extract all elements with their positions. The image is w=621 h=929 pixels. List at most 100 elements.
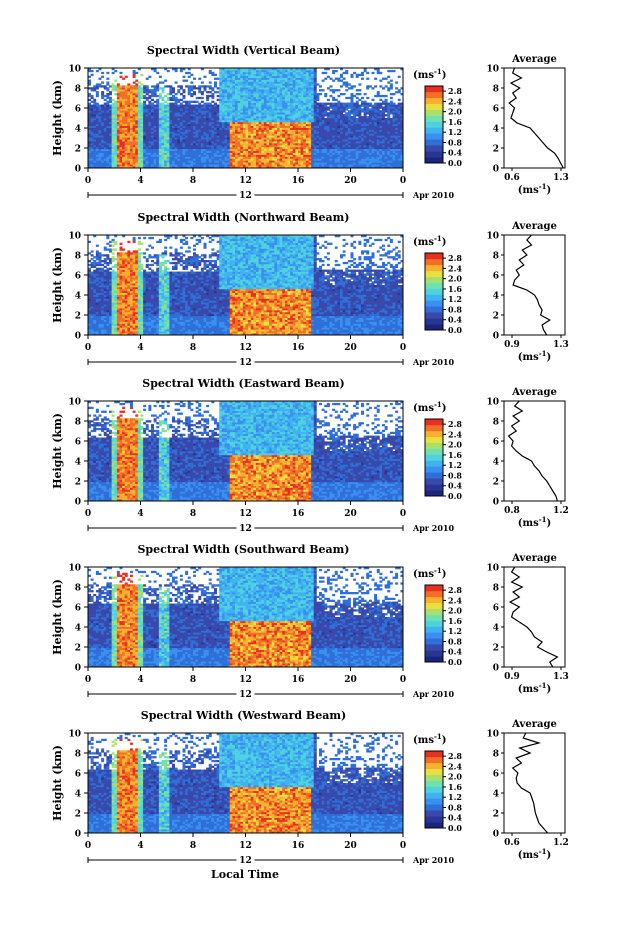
- heatmap-cell: [311, 116, 314, 118]
- heatmap-cell: [162, 97, 165, 99]
- heatmap-cell: [133, 128, 136, 130]
- heatmap-cell: [211, 116, 214, 118]
- heatmap-cell: [248, 141, 251, 143]
- heatmap-cell: [298, 91, 301, 93]
- heatmap-cell: [274, 147, 277, 149]
- heatmap-cell: [138, 147, 141, 149]
- heatmap-cell: [230, 116, 233, 118]
- heatmap-cell: [288, 72, 291, 74]
- heatmap-cell: [374, 110, 377, 112]
- heatmap-cell: [198, 91, 201, 93]
- heatmap-cell: [138, 81, 141, 83]
- heatmap-cell: [130, 141, 133, 143]
- heatmap-cell: [303, 72, 306, 74]
- heatmap-cell: [306, 141, 309, 143]
- heatmap-cell: [332, 72, 335, 74]
- heatmap-cell: [112, 116, 115, 118]
- heatmap-cell: [288, 128, 291, 130]
- heatmap-cell: [246, 147, 249, 149]
- heatmap-cell: [356, 110, 359, 112]
- heatmap-cell: [259, 103, 262, 105]
- heatmap-cell: [269, 153, 272, 155]
- heatmap-cell: [125, 85, 128, 87]
- heatmap-cell: [196, 147, 199, 149]
- heatmap-cell: [180, 147, 183, 149]
- heatmap-cell: [214, 81, 217, 83]
- heatmap-cell: [301, 122, 304, 124]
- heatmap-cell: [295, 141, 298, 143]
- heatmap-cell: [109, 160, 112, 162]
- heatmap-cell: [274, 72, 277, 74]
- heatmap-cell: [214, 141, 217, 143]
- heatmap-cell: [225, 153, 228, 155]
- heatmap-cell: [169, 110, 172, 112]
- heatmap-cell: [311, 153, 314, 155]
- heatmap-cell: [272, 122, 275, 124]
- heatmap-cell: [219, 122, 222, 124]
- heatmap-cell: [351, 160, 354, 162]
- heatmap-cell: [156, 72, 159, 74]
- heatmap-cell: [358, 83, 361, 85]
- heatmap-cell: [201, 81, 204, 83]
- heatmap-cell: [114, 153, 117, 155]
- heatmap-cell: [248, 78, 251, 80]
- heatmap-cell: [135, 147, 138, 149]
- heatmap-cell: [372, 147, 375, 149]
- heatmap-cell: [146, 91, 149, 93]
- heatmap-cell: [201, 128, 204, 130]
- heatmap-cell: [303, 91, 306, 93]
- heatmap-cell: [177, 85, 180, 87]
- heatmap-cell: [269, 141, 272, 143]
- heatmap-cell: [96, 103, 99, 105]
- heatmap-cell: [211, 87, 214, 89]
- heatmap-cell: [117, 85, 120, 87]
- heatmap-cell: [167, 103, 170, 105]
- heatmap-cell: [327, 87, 330, 89]
- heatmap-cell: [253, 72, 256, 74]
- heatmap-cell: [143, 116, 146, 118]
- heatmap-cell: [156, 122, 159, 124]
- heatmap-cell: [164, 153, 167, 155]
- heatmap-cell: [96, 83, 99, 85]
- heatmap-cell: [162, 87, 165, 89]
- heatmap-cell: [382, 116, 385, 118]
- heatmap-cell: [159, 128, 162, 130]
- heatmap-cell: [101, 85, 104, 87]
- heatmap-cell: [225, 91, 228, 93]
- heatmap-cell: [206, 122, 209, 124]
- heatmap-cell: [277, 153, 280, 155]
- heatmap-cell: [93, 85, 96, 87]
- heatmap-cell: [356, 153, 359, 155]
- heatmap-cell: [196, 101, 199, 103]
- heatmap-cell: [301, 78, 304, 80]
- heatmap-cell: [330, 116, 333, 118]
- heatmap-cell: [230, 103, 233, 105]
- heatmap-cell: [154, 101, 157, 103]
- heatmap-cell: [193, 128, 196, 130]
- heatmap-cell: [138, 160, 141, 162]
- heatmap-cell: [269, 128, 272, 130]
- heatmap-cell: [114, 103, 117, 105]
- heatmap-cell: [172, 147, 175, 149]
- heatmap-cell: [337, 141, 340, 143]
- heatmap-cell: [125, 76, 128, 78]
- heatmap-cell: [374, 160, 377, 162]
- heatmap-cell: [264, 153, 267, 155]
- heatmap-cell: [232, 85, 235, 87]
- heatmap-cell: [374, 147, 377, 149]
- heatmap-cell: [385, 160, 388, 162]
- heatmap-cell: [120, 91, 123, 93]
- heatmap-cell: [282, 72, 285, 74]
- heatmap-cell: [120, 122, 123, 124]
- heatmap-cell: [193, 141, 196, 143]
- heatmap-cell: [238, 141, 241, 143]
- heatmap-cell: [306, 97, 309, 99]
- heatmap-cell: [253, 103, 256, 105]
- heatmap-cell: [348, 83, 351, 85]
- heatmap-cell: [243, 135, 246, 137]
- heatmap-cell: [206, 147, 209, 149]
- heatmap-cell: [364, 101, 367, 103]
- heatmap-cell: [353, 116, 356, 118]
- heatmap-cell: [356, 93, 359, 95]
- heatmap-cell: [351, 122, 354, 124]
